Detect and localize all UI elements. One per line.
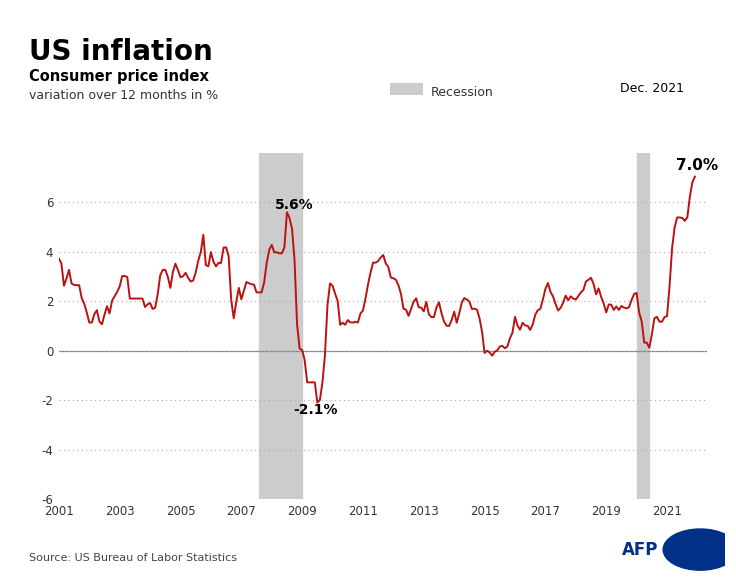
Text: US inflation: US inflation bbox=[29, 38, 213, 66]
Text: Consumer price index: Consumer price index bbox=[29, 69, 209, 84]
Text: Source: US Bureau of Labor Statistics: Source: US Bureau of Labor Statistics bbox=[29, 553, 238, 563]
Bar bbox=[259, 153, 302, 499]
Text: variation over 12 months in %: variation over 12 months in % bbox=[29, 89, 219, 103]
Circle shape bbox=[663, 529, 736, 570]
Text: Dec. 2021: Dec. 2021 bbox=[620, 82, 684, 95]
Text: 7.0%: 7.0% bbox=[676, 158, 718, 173]
Text: AFP: AFP bbox=[623, 541, 659, 559]
Text: -2.1%: -2.1% bbox=[293, 403, 338, 417]
Bar bbox=[637, 153, 649, 499]
Text: 5.6%: 5.6% bbox=[275, 198, 314, 212]
Text: Recession: Recession bbox=[431, 86, 493, 99]
